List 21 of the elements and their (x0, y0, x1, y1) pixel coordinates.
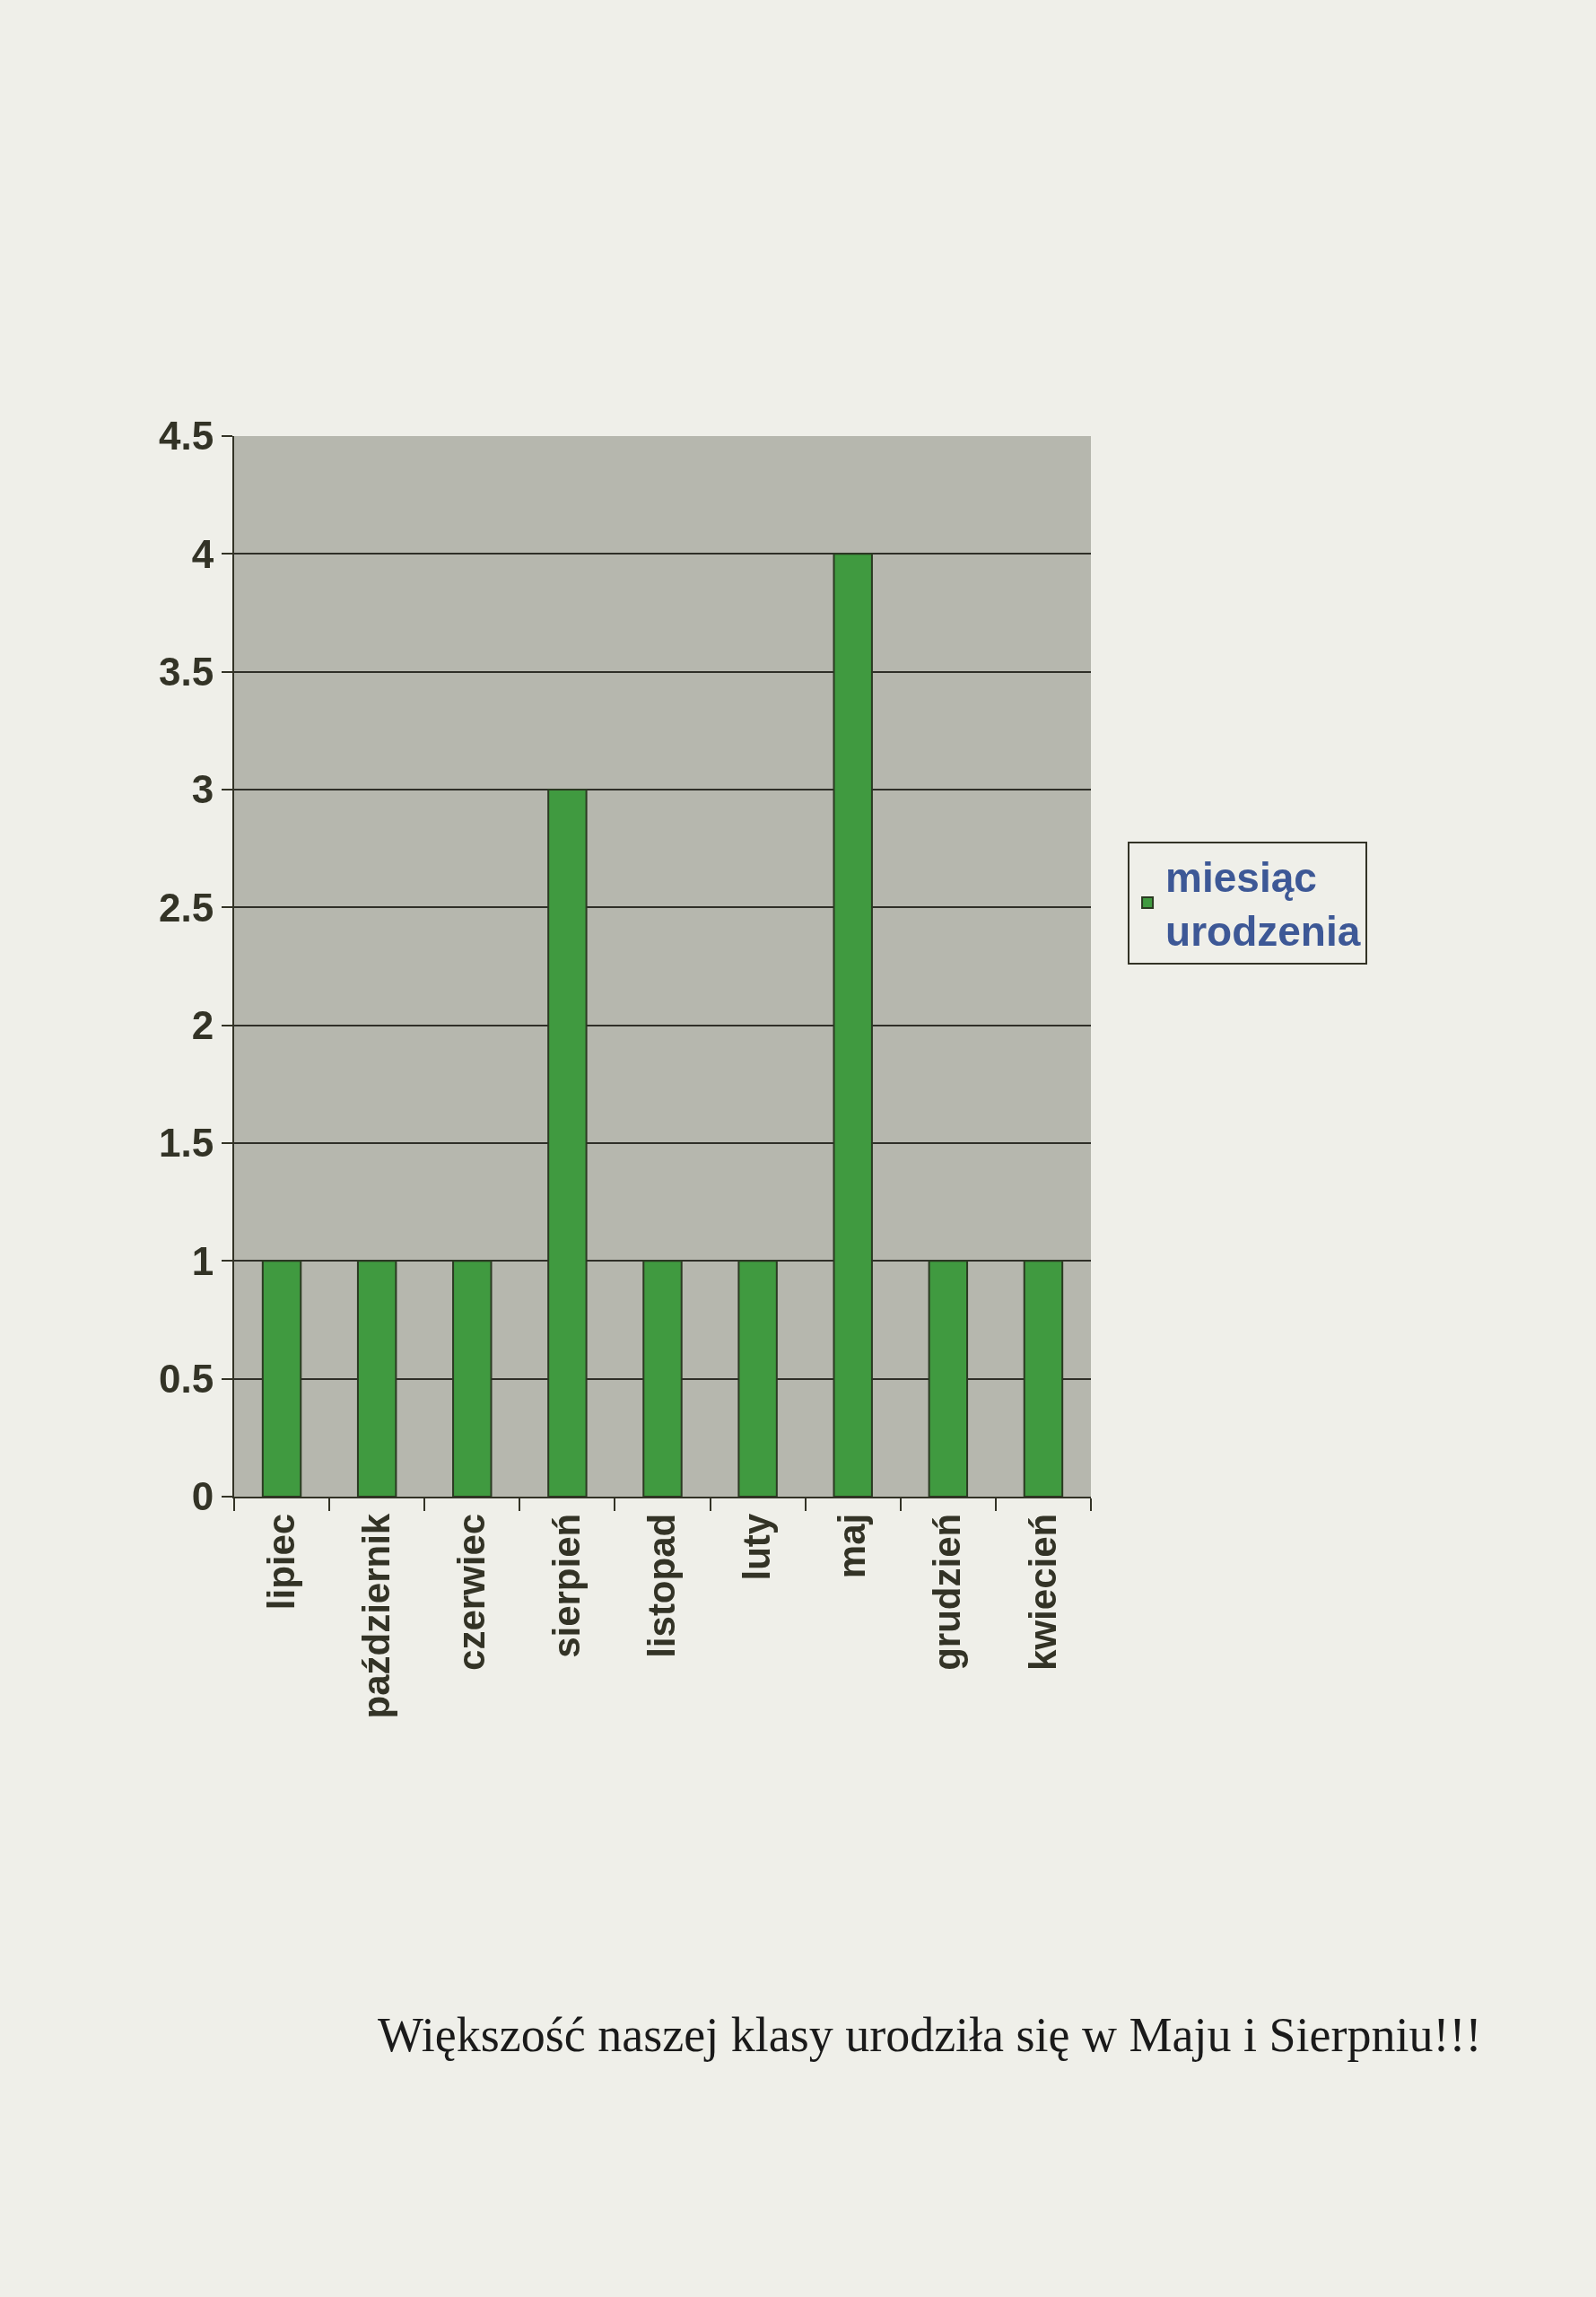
y-tick-label: 3 (191, 767, 214, 812)
text: Większość naszej klasy urodziła się w Maju i Sierpniu!!! (378, 2008, 1482, 2062)
x-tick-label: kwiecień (1021, 1513, 1064, 1671)
y-tick-label: 3.5 (159, 650, 214, 694)
x-tick-label: lipiec (259, 1513, 302, 1611)
x-tick-label: czerwiec (449, 1513, 493, 1671)
y-tick-label: 0.5 (159, 1357, 214, 1402)
y-tick-label: 4 (191, 531, 214, 576)
x-tick-label: maj (831, 1513, 874, 1579)
x-tick-label: grudzień (926, 1513, 969, 1671)
y-tick-label: 2 (191, 1003, 214, 1048)
x-tick-label: listopad (641, 1513, 684, 1658)
y-tick-label: 1.5 (159, 1121, 214, 1166)
legend-label: miesiąc urodzenia (1165, 853, 1361, 955)
y-tick-label: 1 (191, 1238, 214, 1283)
x-tick-label: październik (354, 1513, 397, 1719)
y-tick-label: 0 (191, 1474, 214, 1519)
y-tick-label: 4.5 (159, 414, 214, 459)
x-tick-label: luty (736, 1513, 779, 1581)
y-tick-label: 2.5 (159, 885, 214, 930)
x-tick-label: sierpień (545, 1513, 589, 1658)
